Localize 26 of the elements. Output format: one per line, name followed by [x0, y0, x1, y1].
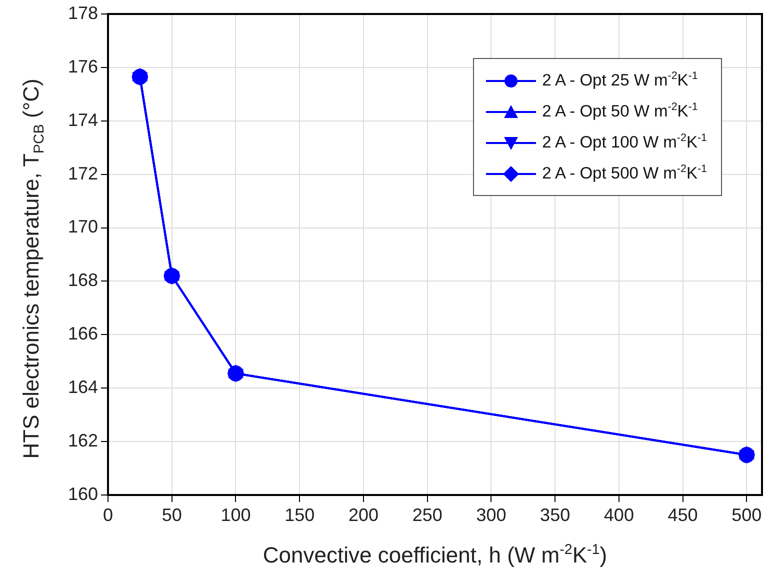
- y-tick-label: 176: [68, 56, 98, 76]
- x-tick-label: 300: [476, 504, 506, 525]
- legend-label: 2 A - Opt 50 W m$^{-2}$K$^{-1}$: [542, 101, 698, 122]
- x-tick-label: 100: [220, 504, 251, 525]
- y-tick-label: 160: [68, 484, 98, 504]
- legend-label: 2 A - Opt 100 W m$^{-2}$K$^{-1}$: [542, 132, 707, 153]
- y-tick-label: 174: [68, 110, 98, 130]
- x-tick-label: 0: [102, 504, 114, 525]
- x-tick-label: 400: [604, 504, 634, 525]
- y-tick-label: 172: [68, 163, 98, 184]
- y-tick-label: 162: [68, 430, 98, 451]
- x-tick-label: 450: [668, 504, 698, 525]
- x-tick-label: 50: [162, 504, 182, 525]
- x-tick-label: 250: [412, 504, 442, 525]
- x-tick-label: 500: [732, 504, 762, 525]
- y-tick-label: 168: [68, 270, 98, 290]
- legend-label: 2 A - Opt 500 W m$^{-2}$K$^{-1}$: [542, 163, 707, 184]
- y-tick-label: 178: [68, 2, 98, 23]
- x-tick-label: 200: [348, 504, 378, 525]
- x-tick-label: 150: [284, 504, 315, 525]
- y-tick-label: 166: [68, 324, 98, 344]
- y-tick-label: 164: [68, 377, 98, 398]
- x-tick-label: 350: [540, 504, 570, 525]
- legend-label: 2 A - Opt 25 W m$^{-2}$K$^{-1}$: [542, 70, 698, 91]
- x-axis-title: Convective coefficient, h (W m$^{-2}$K$^{-1}$): [262, 542, 608, 568]
- y-tick-label: 170: [68, 216, 98, 237]
